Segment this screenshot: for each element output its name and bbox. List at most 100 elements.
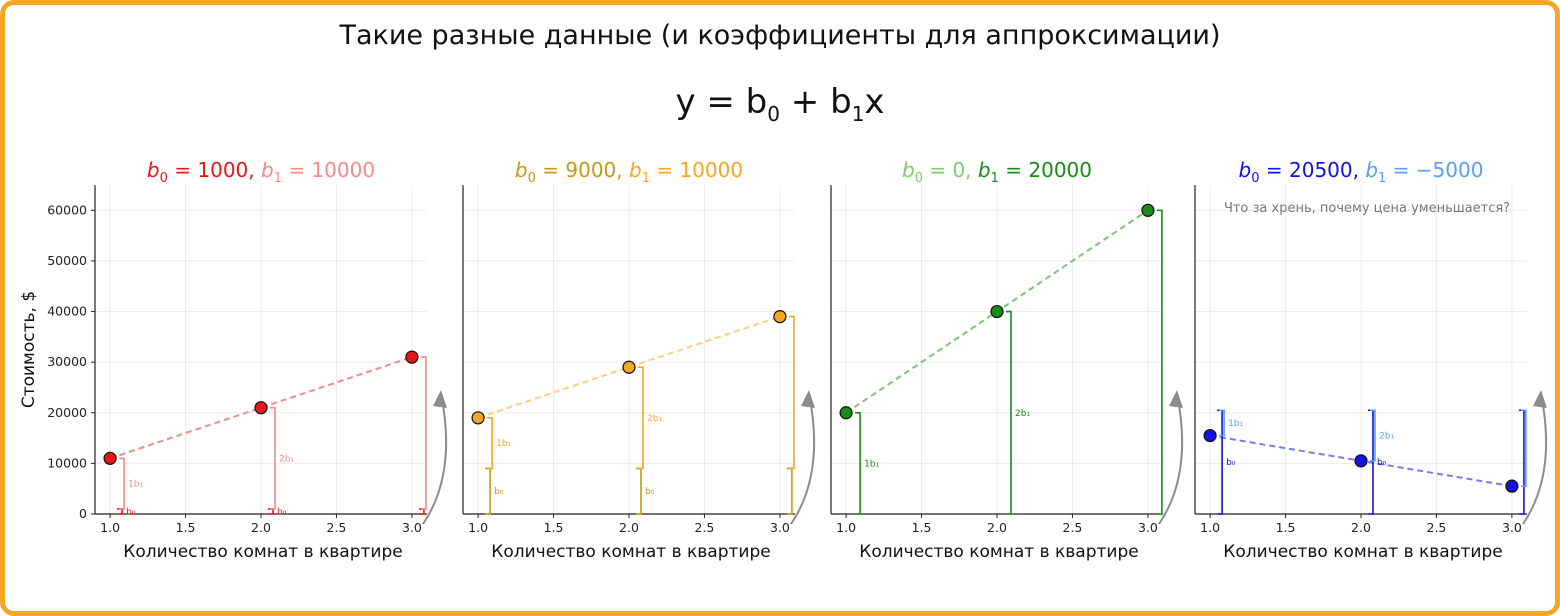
panel-3-bracket-b1-1 <box>1006 310 1012 515</box>
panel-1-bracket-b1-0 <box>119 457 125 510</box>
panel-3-title: b0 = 0, b1 = 20000 <box>902 158 1092 186</box>
panel-2-title-var-1: b <box>629 158 642 182</box>
panel-3-bracket-b1-label-0: 1b₁ <box>864 459 879 469</box>
panel-2-x-tick-label-1: 1.5 <box>544 520 564 535</box>
panel-2-bracket-b1-0 <box>487 417 493 470</box>
panel-1-bracket-b0-label-1: b₀ <box>277 507 287 517</box>
panel-2-bracket-b0-label-0: b₀ <box>494 487 504 497</box>
panel-4-bracket-b0-label-0: b₀ <box>1226 458 1236 468</box>
panel-2-title-var-0: b <box>515 158 528 182</box>
panel-4-bracket-b1-0 <box>1219 409 1225 437</box>
panel-2-bracket-b0-0 <box>485 467 491 515</box>
panel-3-x-tick-label-1: 1.5 <box>912 520 932 535</box>
panel-1-y-tick-label-2: 20000 <box>47 405 87 420</box>
panel-2-bracket-b0-1 <box>636 467 642 515</box>
panel-2-point-0 <box>471 411 485 425</box>
panel-4-bracket-b1-label-1: 2b₁ <box>1379 432 1394 442</box>
panel-4-arrow-curve <box>1522 393 1548 525</box>
panel-1-y-axis-label: Стоимость, $ <box>19 291 39 408</box>
panel-1-x-tick-label-4: 3.0 <box>402 520 422 535</box>
panel-4-x-tick-label-0: 1.0 <box>1200 520 1220 535</box>
formula-rhs: x <box>864 82 885 122</box>
panel-2-arrow-curve <box>790 393 816 525</box>
panel-4-point-0 <box>1203 428 1217 443</box>
panel-2-title: b0 = 9000, b1 = 10000 <box>515 158 743 186</box>
panel-3-title-var-1: b <box>978 158 991 182</box>
panel-4-arrow-head <box>1533 390 1547 408</box>
formula-mid: + b <box>780 82 852 122</box>
panel-2-title-value-1: = 10000 <box>650 158 743 182</box>
panel-4-title-value-1: = −5000 <box>1386 158 1483 182</box>
panel-1-bracket-b0-label-0: b₀ <box>126 507 136 517</box>
panel-3-bracket-b1-label-1: 2b₁ <box>1015 409 1030 419</box>
panel-1-bracket-b1-2 <box>420 356 427 510</box>
panel-3-arrow-head <box>1169 390 1183 408</box>
formula: y = b0 + b1x <box>0 82 1560 126</box>
page-title: Такие разные данные (и коэффициенты для … <box>339 20 1221 51</box>
panel-4-point-1 <box>1354 454 1368 468</box>
panel-1-point-2 <box>405 350 419 364</box>
panel-1-arrow-curve <box>422 393 448 525</box>
panel-2-bracket-b0-2 <box>786 467 793 515</box>
panel-1-x-tick-label-3: 2.5 <box>327 520 347 535</box>
panel-2-title-value-0: = 9000, <box>536 158 629 182</box>
panel-2-x-tick-label-3: 2.5 <box>695 520 715 535</box>
panel-3-x-tick-label-3: 2.5 <box>1063 520 1083 535</box>
panel-1-x-tick-label-2: 2.0 <box>251 520 271 535</box>
panel-3-title-var-0: b <box>902 158 915 182</box>
panel-3-bracket-b1-0 <box>855 411 861 515</box>
panel-1-fit-line <box>109 356 413 460</box>
panel-2-point-1 <box>622 360 636 374</box>
panel-4-title-var-0: b <box>1239 158 1252 182</box>
panel-4-title-var-1: b <box>1365 158 1378 182</box>
panel-1-y-tick-label-0: 0 <box>79 506 87 521</box>
panel-2-point-2 <box>773 310 787 324</box>
panel-3-x-tick-label-2: 2.0 <box>987 520 1007 535</box>
panel-2-title-sub-1: 1 <box>642 171 650 186</box>
panel-2-fit-line <box>477 315 781 419</box>
panel-3-arrow-curve <box>1158 393 1184 525</box>
panel-4-bracket-b0-2 <box>1518 409 1525 515</box>
panel-2-title-sub-0: 0 <box>528 171 536 186</box>
panel-2-x-tick-label-2: 2.0 <box>619 520 639 535</box>
panel-1-title-sub-0: 0 <box>160 171 168 186</box>
panel-3-title-sub-1: 1 <box>991 171 999 186</box>
panel-4-x-tick-label-4: 3.0 <box>1502 520 1522 535</box>
panel-1-x-tick-label-1: 1.5 <box>176 520 196 535</box>
formula-lhs: y = b <box>675 82 768 122</box>
panel-1-arrow-head <box>433 390 447 408</box>
panel-2-bracket-b1-2 <box>788 315 795 470</box>
panel-4-bracket-b1-1 <box>1370 409 1376 462</box>
panel-4-bracket-b1-2 <box>1520 409 1527 487</box>
panel-4-x-tick-label-3: 2.5 <box>1427 520 1447 535</box>
panel-3-x-axis-label: Количество комнат в квартире <box>859 542 1138 562</box>
panel-1-bracket-b1-label-1: 2b₁ <box>279 454 294 464</box>
panel-4-title-sub-0: 0 <box>1251 171 1259 186</box>
panel-3-x-tick-label-4: 3.0 <box>1138 520 1158 535</box>
panel-2-x-axis-label: Количество комнат в квартире <box>491 542 770 562</box>
panel-1-title-value-1: = 10000 <box>282 158 375 182</box>
panel-1-y-tick-label-5: 50000 <box>47 253 87 268</box>
panel-4-x-tick-label-1: 1.5 <box>1276 520 1296 535</box>
panel-1-y-tick-label-6: 60000 <box>47 202 87 217</box>
panel-3-point-0 <box>839 406 853 420</box>
panel-2-x-tick-label-0: 1.0 <box>468 520 488 535</box>
panel-1-title-var-0: b <box>147 158 160 182</box>
panel-4-note: Что за хрень, почему цена уменьшается? <box>1224 201 1510 216</box>
panel-1-bracket-b1-label-0: 1b₁ <box>128 480 143 490</box>
panel-4-point-2 <box>1505 479 1519 493</box>
panel-1-point-0 <box>103 451 117 465</box>
panel-1-title: b0 = 1000, b1 = 10000 <box>147 158 375 186</box>
panel-3-x-tick-label-0: 1.0 <box>836 520 856 535</box>
panel-4-bracket-b0-label-1: b₀ <box>1377 458 1387 468</box>
panel-3-point-2 <box>1141 203 1155 217</box>
panel-3-title-value-0: = 0, <box>923 158 978 182</box>
panel-1-x-axis-label: Количество комнат в квартире <box>123 542 402 562</box>
panel-1-y-tick-label-1: 10000 <box>47 455 87 470</box>
panel-1-title-value-0: = 1000, <box>168 158 261 182</box>
panel-4-title: b0 = 20500, b1 = −5000 <box>1239 158 1484 186</box>
panel-3-title-sub-0: 0 <box>915 171 923 186</box>
panel-2-bracket-b0-label-1: b₀ <box>645 487 655 497</box>
panel-1-point-1 <box>254 401 268 415</box>
